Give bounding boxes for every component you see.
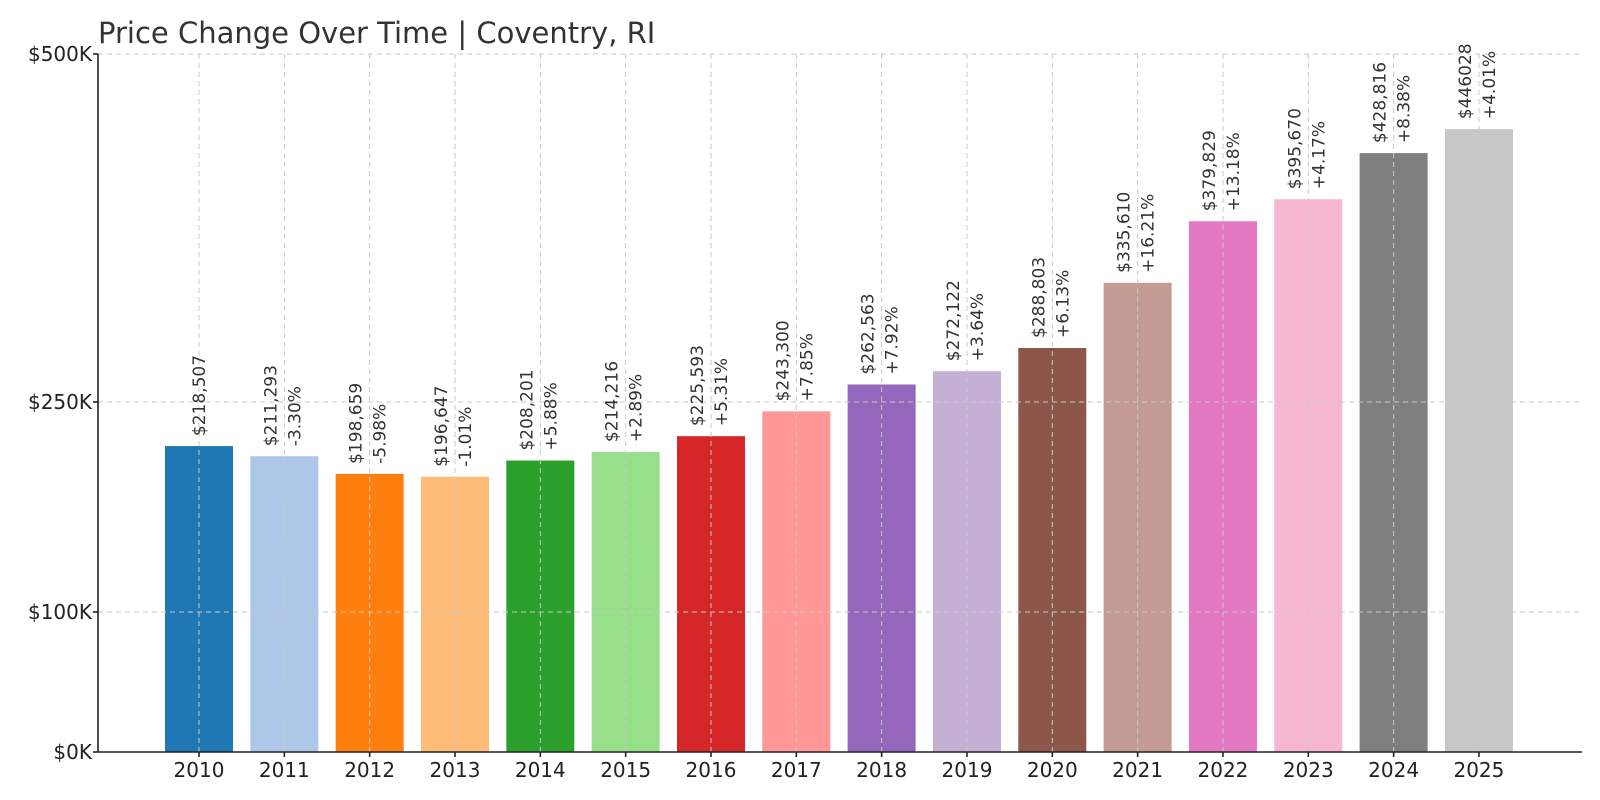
grid-lines	[98, 53, 1582, 752]
x-tick-label: 2021	[1112, 758, 1163, 782]
x-tick-label: 2014	[515, 758, 566, 782]
x-tick-label: 2015	[600, 758, 651, 782]
bar-value-label: $214,216	[603, 361, 623, 442]
bar-value-label: $198,659	[347, 383, 367, 464]
y-tick-label: $100K	[28, 600, 93, 624]
x-tick-label: 2017	[771, 758, 822, 782]
bar-value-label: $446028	[1456, 43, 1476, 119]
x-tick-label: 2011	[259, 758, 310, 782]
x-tick-label: 2010	[174, 758, 225, 782]
bar-change-label: +16.21%	[1139, 194, 1159, 273]
bar-change-label: +8.38%	[1395, 75, 1415, 143]
x-tick-label: 2022	[1198, 758, 1249, 782]
bar-change-label: +7.92%	[883, 306, 903, 374]
x-tick-label: 2024	[1368, 758, 1419, 782]
bar-value-label: $208,201	[517, 369, 537, 450]
bar-value-label: $196,647	[432, 386, 452, 467]
x-tick-label: 2025	[1453, 758, 1504, 782]
bar-change-label: -3.30%	[285, 386, 305, 446]
bar-change-label: +5.88%	[541, 382, 561, 450]
bar-change-label: +5.31%	[712, 358, 732, 426]
y-tick-label: $250K	[28, 390, 93, 414]
x-tick-label: 2012	[344, 758, 395, 782]
bar-change-label: +2.89%	[627, 374, 647, 442]
x-tick-label: 2018	[856, 758, 907, 782]
bar-value-label: $225,593	[688, 345, 708, 426]
bar-value-label: $335,610	[1115, 192, 1135, 273]
bar-value-label: $211,293	[261, 365, 281, 446]
bar-value-label: $262,563	[859, 293, 879, 374]
bar-change-label: +7.85%	[797, 333, 817, 401]
bar-value-label: $379,829	[1200, 130, 1220, 211]
x-tick-label: 2020	[1027, 758, 1078, 782]
bar-change-label: -5.98%	[371, 404, 391, 464]
bar-change-label: +4.17%	[1309, 121, 1329, 189]
bar-change-label: +3.64%	[968, 293, 988, 361]
x-tick-label: 2016	[686, 758, 737, 782]
y-tick-label: $0K	[53, 740, 92, 764]
bar-change-label: -1.01%	[456, 407, 476, 467]
x-tick-label: 2013	[430, 758, 481, 782]
bar-value-label: $218,507	[190, 355, 210, 436]
chart-title: Price Change Over Time | Coventry, RI	[98, 16, 655, 50]
x-tick-label: 2023	[1283, 758, 1334, 782]
bar-change-label: +6.13%	[1053, 270, 1073, 338]
bars	[165, 129, 1513, 753]
bar-labels: $218,507 $211,293 -3.30% $198,659 -5.98% $196…	[190, 43, 1500, 466]
bar-value-label: $428,816	[1371, 62, 1391, 143]
bar-value-label: $288,803	[1029, 257, 1049, 338]
x-tick-label: 2019	[942, 758, 993, 782]
axes: $0K $100K $250K $500K 2010 2011 2012 2013 2014 20…	[28, 42, 1582, 782]
bar-value-label: $272,122	[944, 280, 964, 361]
bar-value-label: $243,300	[773, 320, 793, 401]
bar-change-label: +4.01%	[1480, 51, 1500, 119]
bar-value-label: $395,670	[1285, 108, 1305, 189]
y-tick-label: $500K	[28, 42, 93, 66]
bar-change-label: +13.18%	[1224, 132, 1244, 211]
